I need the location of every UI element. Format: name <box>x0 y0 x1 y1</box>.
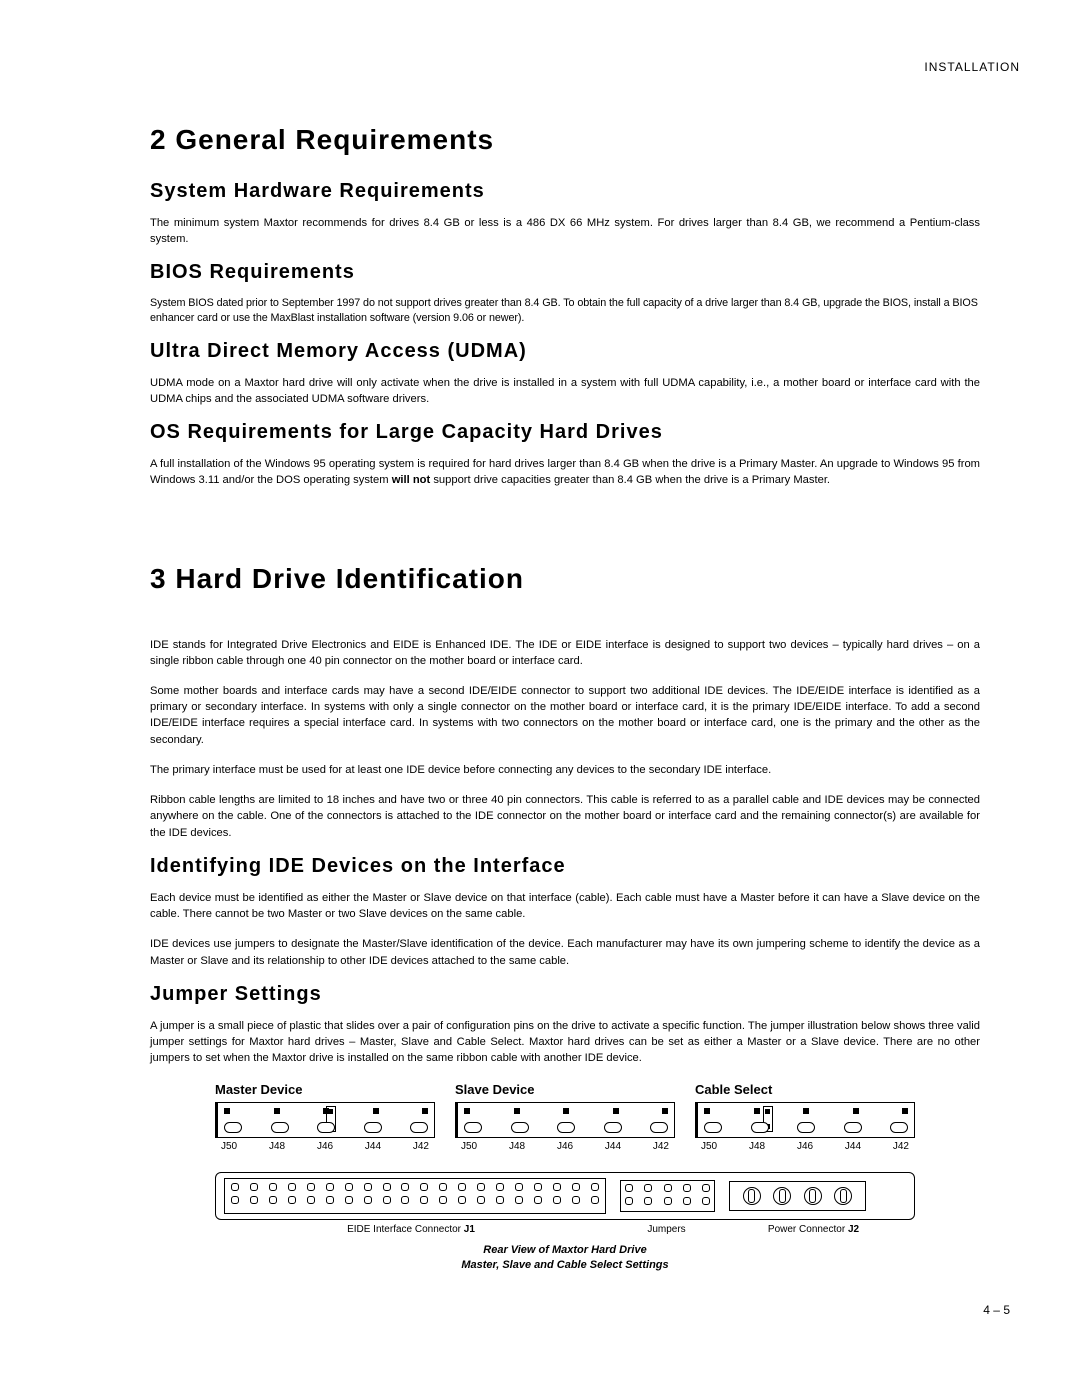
section-2-title: 2 General Requirements <box>150 124 980 156</box>
rear-connector-labels: EIDE Interface Connector J1 Jumpers Powe… <box>215 1224 915 1235</box>
jumper-title: Jumper Settings <box>150 983 980 1006</box>
udma-body: UDMA mode on a Maxtor hard drive will on… <box>150 375 980 407</box>
page-number: 4 – 5 <box>983 1303 1010 1317</box>
pin-label: J48 <box>749 1141 765 1152</box>
j2-label: Power Connector J2 <box>726 1224 901 1235</box>
pin-label: J50 <box>701 1141 717 1152</box>
slave-pin-labels: J50 J48 J46 J44 J42 <box>455 1141 675 1152</box>
master-device-block: Master Device J50 J48 J46 J44 J42 <box>215 1082 435 1152</box>
jumpers-label: Jumpers <box>607 1224 726 1235</box>
power-connector-j2-icon <box>729 1181 865 1211</box>
header-section-label: INSTALLATION <box>150 60 1020 74</box>
cable-select-label: Cable Select <box>695 1082 915 1097</box>
pin-label: J42 <box>893 1141 909 1152</box>
os-req-title: OS Requirements for Large Capacity Hard … <box>150 421 980 444</box>
pin-label: J48 <box>269 1141 285 1152</box>
pin-label: J48 <box>509 1141 525 1152</box>
slave-device-label: Slave Device <box>455 1082 675 1097</box>
section-3-title: 3 Hard Drive Identification <box>150 563 980 595</box>
s3-p2: Some mother boards and interface cards m… <box>150 683 980 748</box>
j1-label: EIDE Interface Connector J1 <box>215 1224 607 1235</box>
master-pin-labels: J50 J48 J46 J44 J42 <box>215 1141 435 1152</box>
s3-p1: IDE stands for Integrated Drive Electron… <box>150 637 980 669</box>
bios-req-body: System BIOS dated prior to September 199… <box>150 296 980 325</box>
cable-pin-labels: J50 J48 J46 J44 J42 <box>695 1141 915 1152</box>
slave-device-block: Slave Device J50 J48 J46 J44 J42 <box>455 1082 675 1152</box>
udma-title: Ultra Direct Memory Access (UDMA) <box>150 340 980 363</box>
ident-title: Identifying IDE Devices on the Interface <box>150 855 980 878</box>
caption-line-2: Master, Slave and Cable Select Settings <box>461 1259 668 1271</box>
eide-connector-j1-icon <box>224 1178 606 1214</box>
caption-line-1: Rear View of Maxtor Hard Drive <box>483 1244 646 1256</box>
diagram-caption: Rear View of Maxtor Hard Drive Master, S… <box>215 1243 915 1274</box>
pin-label: J46 <box>317 1141 333 1152</box>
cable-select-block: Cable Select J50 J48 J46 J44 J42 <box>695 1082 915 1152</box>
pin-label: J46 <box>557 1141 573 1152</box>
jumper-p1: A jumper is a small piece of plastic tha… <box>150 1018 980 1067</box>
pin-label: J50 <box>461 1141 477 1152</box>
pin-label: J42 <box>653 1141 669 1152</box>
jumper-diagram: Master Device J50 J48 J46 J44 J42 <box>215 1082 915 1274</box>
os-req-body: A full installation of the Windows 95 op… <box>150 456 980 488</box>
os-req-post: support drive capacities greater than 8.… <box>430 474 830 486</box>
cable-pin-block <box>695 1102 915 1138</box>
ident-p2: IDE devices use jumpers to designate the… <box>150 936 980 968</box>
jumper-bank-icon <box>620 1180 715 1212</box>
master-pin-block <box>215 1102 435 1138</box>
pin-label: J46 <box>797 1141 813 1152</box>
bios-req-title: BIOS Requirements <box>150 261 980 284</box>
pin-label: J44 <box>605 1141 621 1152</box>
pin-label: J44 <box>365 1141 381 1152</box>
hw-req-title: System Hardware Requirements <box>150 180 980 203</box>
pin-label: J50 <box>221 1141 237 1152</box>
hw-req-body: The minimum system Maxtor recommends for… <box>150 215 980 247</box>
slave-pin-block <box>455 1102 675 1138</box>
s3-p3: The primary interface must be used for a… <box>150 762 980 778</box>
pin-label: J44 <box>845 1141 861 1152</box>
s3-p4: Ribbon cable lengths are limited to 18 i… <box>150 792 980 841</box>
rear-connector-block <box>215 1172 915 1220</box>
pin-label: J42 <box>413 1141 429 1152</box>
page: INSTALLATION 2 General Requirements Syst… <box>0 0 1080 1313</box>
ident-p1: Each device must be identified as either… <box>150 890 980 922</box>
os-req-bold: will not <box>392 474 431 486</box>
master-device-label: Master Device <box>215 1082 435 1097</box>
jumper-settings-row: Master Device J50 J48 J46 J44 J42 <box>215 1082 915 1152</box>
